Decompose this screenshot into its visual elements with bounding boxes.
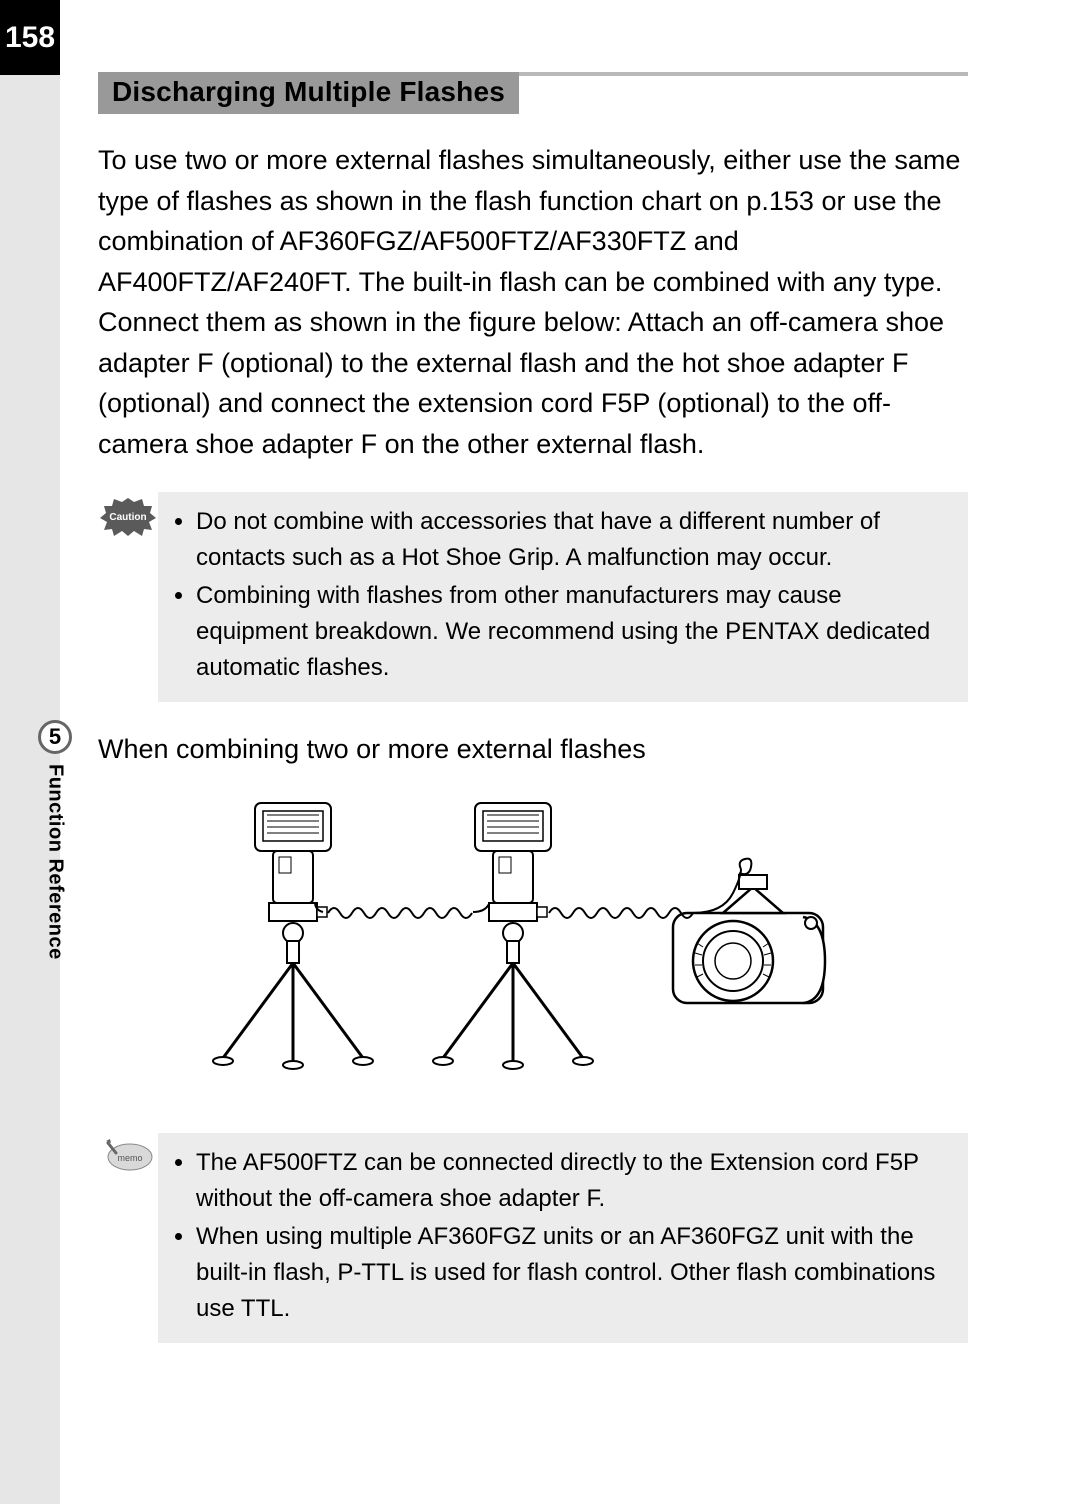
caution-item: Do not combine with accessories that hav… — [196, 504, 952, 576]
content-column: Discharging Multiple Flashes To use two … — [98, 72, 968, 1343]
caution-body: Do not combine with accessories that hav… — [158, 492, 968, 702]
camera-illustration — [673, 875, 825, 1003]
chapter-label: Function Reference — [44, 764, 67, 960]
page-number: 158 — [0, 0, 60, 75]
caution-item: Combining with flashes from other manufa… — [196, 578, 952, 686]
caution-box: Caution Do not combine with accessories … — [98, 492, 968, 702]
chapter-number: 5 — [38, 720, 72, 754]
memo-item: When using multiple AF360FGZ units or an… — [196, 1219, 952, 1327]
memo-item: The AF500FTZ can be connected directly t… — [196, 1145, 952, 1217]
memo-box: memo The AF500FTZ can be connected direc… — [98, 1133, 968, 1343]
section-heading: Discharging Multiple Flashes — [98, 72, 968, 114]
connection-diagram — [98, 783, 968, 1103]
manual-page: 158 5 Function Reference Discharging Mul… — [0, 0, 1080, 1504]
caution-icon: Caution — [98, 492, 158, 536]
memo-body: The AF500FTZ can be connected directly t… — [158, 1133, 968, 1343]
intro-paragraph: To use two or more external flashes simu… — [98, 140, 968, 464]
chapter-tab: 5 Function Reference — [38, 720, 72, 960]
caution-badge-text: Caution — [109, 512, 146, 523]
memo-icon: memo — [98, 1133, 158, 1173]
figure-caption: When combining two or more external flas… — [98, 734, 968, 765]
heading-label: Discharging Multiple Flashes — [98, 72, 519, 114]
memo-badge-text: memo — [117, 1153, 142, 1163]
